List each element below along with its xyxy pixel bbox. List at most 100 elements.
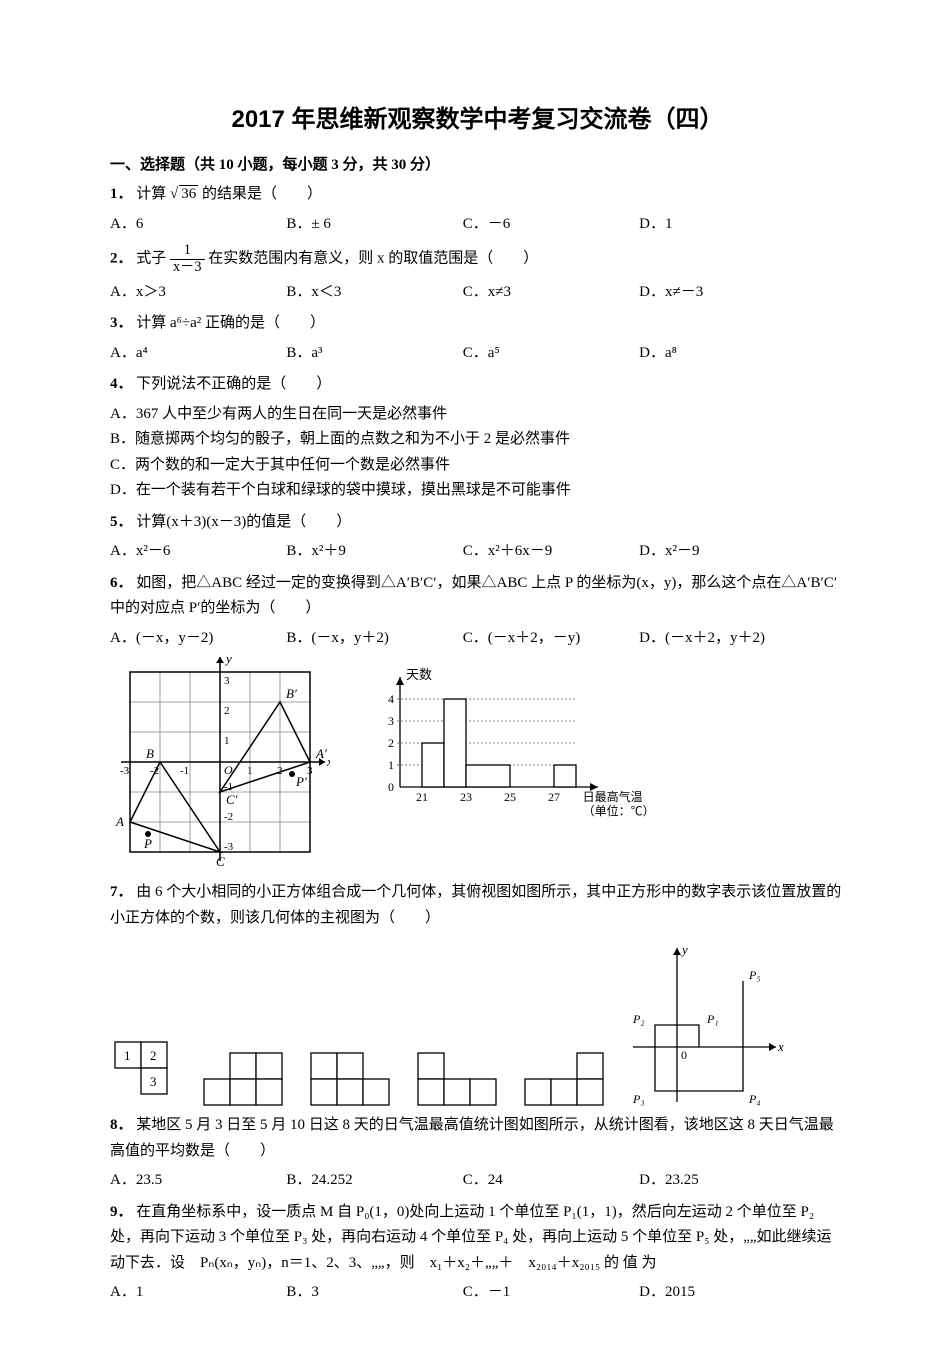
q6-opt-b: B．(－x，y＋2) bbox=[286, 626, 462, 652]
q8-opt-b: B．24.252 bbox=[286, 1168, 462, 1194]
figure-q7-topview: 123 bbox=[110, 1037, 190, 1107]
question-8: 8． 某地区 5 月 3 日至 5 月 10 日这 8 天的日气温最高值统计图如… bbox=[110, 1113, 845, 1164]
q3-opt-a: A．a⁴ bbox=[110, 341, 286, 367]
q5-opt-d: D．x²－9 bbox=[639, 539, 815, 565]
q1-opt-a: A．6 bbox=[110, 212, 286, 238]
question-2: 2． 式子 1 x－3 在实数范围内有意义，则 x 的取值范围是（ ） bbox=[110, 243, 845, 275]
svg-text:2: 2 bbox=[388, 736, 394, 750]
svg-text:x: x bbox=[777, 1039, 784, 1054]
q1-opt-d: D．1 bbox=[639, 212, 815, 238]
q9-opt-d: D．2015 bbox=[639, 1280, 815, 1306]
q2-text-a: 式子 bbox=[136, 251, 166, 267]
figure-q8-histogram: 4321021232527天数日最高气温（单位：℃） bbox=[360, 657, 660, 817]
q2-frac-num: 1 bbox=[170, 243, 205, 260]
svg-text:23: 23 bbox=[460, 790, 472, 804]
svg-text:1: 1 bbox=[247, 765, 253, 777]
q9-options: A．1 B．3 C．－1 D．2015 bbox=[110, 1280, 845, 1306]
q4-opt-c: C．两个数的和一定大于其中任何一个数是必然事件 bbox=[110, 453, 845, 479]
q4-options: A．367 人中至少有两人的生日在同一天是必然事件 B．随意掷两个均匀的骰子，朝… bbox=[110, 402, 845, 504]
q3-text: 计算 a⁶÷a² 正确的是（ ） bbox=[136, 315, 325, 331]
q4-opt-b: B．随意掷两个均匀的骰子，朝上面的点数之和为不小于 2 是必然事件 bbox=[110, 427, 845, 453]
svg-text:P₅: P₅ bbox=[748, 968, 761, 982]
q4-text: 下列说法不正确的是（ ） bbox=[136, 376, 331, 392]
q5-num: 5． bbox=[110, 514, 133, 530]
q7-option-figures bbox=[202, 1051, 605, 1107]
q8-opt-a: A．23.5 bbox=[110, 1168, 286, 1194]
svg-text:P₂: P₂ bbox=[632, 1012, 645, 1026]
q5-options: A．x²－6 B．x²＋9 C．x²＋6x－9 D．x²－9 bbox=[110, 539, 845, 565]
page-title: 2017 年思维新观察数学中考复习交流卷（四） bbox=[110, 100, 845, 141]
q8-opt-d: D．23.25 bbox=[639, 1168, 815, 1194]
q2-opt-a: A．x＞3 bbox=[110, 280, 286, 306]
q9-opt-a: A．1 bbox=[110, 1280, 286, 1306]
q6-opt-a: A．(－x，y－2) bbox=[110, 626, 286, 652]
q4-num: 4． bbox=[110, 376, 133, 392]
svg-text:P: P bbox=[143, 836, 152, 851]
q2-opt-c: C．x≠3 bbox=[463, 280, 639, 306]
q6-opt-c: C．(－x＋2，－y) bbox=[463, 626, 639, 652]
q2-opt-d: D．x≠－3 bbox=[639, 280, 815, 306]
svg-text:1: 1 bbox=[124, 1048, 131, 1063]
svg-text:0: 0 bbox=[681, 1048, 687, 1062]
q8-opt-c: C．24 bbox=[463, 1168, 639, 1194]
q2-frac-den: x－3 bbox=[170, 260, 205, 276]
svg-text:P₃: P₃ bbox=[632, 1092, 645, 1106]
q1-opt-b: B．± 6 bbox=[286, 212, 462, 238]
svg-text:A′: A′ bbox=[315, 746, 327, 761]
svg-text:C′: C′ bbox=[226, 792, 238, 807]
svg-text:-1: -1 bbox=[180, 765, 189, 777]
q1-text-b: 的结果是（ ） bbox=[202, 186, 322, 202]
figure-q6-grid: 321-1-2-3-3-2-1123OxyABCPA′B′C′P′ bbox=[110, 657, 330, 872]
q9-num: 9． bbox=[110, 1204, 133, 1220]
figure-q9-path: xy0P₁P₂P₃P₄P₅ bbox=[617, 937, 787, 1107]
q2-opt-b: B．x＜3 bbox=[286, 280, 462, 306]
q3-opt-c: C．a⁵ bbox=[463, 341, 639, 367]
svg-text:2: 2 bbox=[150, 1048, 157, 1063]
svg-text:3: 3 bbox=[307, 765, 313, 777]
q1-radicand: 36 bbox=[179, 185, 198, 202]
svg-text:-3: -3 bbox=[120, 765, 130, 777]
q5-text: 计算(x＋3)(x－3)的值是（ ） bbox=[136, 514, 351, 530]
q9-opt-b: B．3 bbox=[286, 1280, 462, 1306]
q3-options: A．a⁴ B．a³ C．a⁵ D．a⁸ bbox=[110, 341, 845, 367]
svg-text:天数: 天数 bbox=[406, 667, 432, 682]
svg-text:3: 3 bbox=[388, 714, 394, 728]
q9-text: 在直角坐标系中，设一质点 M 自 P₀(1，0)处向上运动 1 个单位至 P₁(… bbox=[110, 1204, 832, 1271]
question-7: 7． 由 6 个大小相同的小正方体组合成一个几何体，其俯视图如图所示，其中正方形… bbox=[110, 880, 845, 931]
svg-text:日最高气温: 日最高气温 bbox=[583, 789, 643, 804]
q7-text: 由 6 个大小相同的小正方体组合成一个几何体，其俯视图如图所示，其中正方形中的数… bbox=[110, 884, 841, 926]
q5-opt-a: A．x²－6 bbox=[110, 539, 286, 565]
q1-opt-c: C．－6 bbox=[463, 212, 639, 238]
q2-options: A．x＞3 B．x＜3 C．x≠3 D．x≠－3 bbox=[110, 280, 845, 306]
q4-opt-a: A．367 人中至少有两人的生日在同一天是必然事件 bbox=[110, 402, 845, 428]
svg-text:C: C bbox=[216, 854, 225, 869]
q8-text: 某地区 5 月 3 日至 5 月 10 日这 8 天的日气温最高值统计图如图所示… bbox=[110, 1117, 834, 1159]
question-9: 9． 在直角坐标系中，设一质点 M 自 P₀(1，0)处向上运动 1 个单位至 … bbox=[110, 1200, 845, 1277]
q8-options: A．23.5 B．24.252 C．24 D．23.25 bbox=[110, 1168, 845, 1194]
svg-text:P₁: P₁ bbox=[706, 1012, 719, 1026]
question-4: 4． 下列说法不正确的是（ ） bbox=[110, 372, 845, 398]
q1-text-a: 计算 bbox=[136, 186, 166, 202]
svg-text:2: 2 bbox=[224, 705, 230, 717]
svg-text:3: 3 bbox=[224, 675, 230, 687]
q2-text-b: 在实数范围内有意义，则 x 的取值范围是（ ） bbox=[208, 251, 538, 267]
svg-text:21: 21 bbox=[416, 790, 428, 804]
svg-text:1: 1 bbox=[224, 735, 230, 747]
q6-opt-d: D．(－x＋2，y＋2) bbox=[639, 626, 815, 652]
question-3: 3． 计算 a⁶÷a² 正确的是（ ） bbox=[110, 311, 845, 337]
q6-num: 6． bbox=[110, 575, 133, 591]
svg-text:1: 1 bbox=[388, 758, 394, 772]
svg-text:A: A bbox=[115, 814, 124, 829]
svg-text:4: 4 bbox=[388, 692, 394, 706]
q4-opt-d: D．在一个装有若干个白球和绿球的袋中摸球，摸出黑球是不可能事件 bbox=[110, 478, 845, 504]
q2-fraction: 1 x－3 bbox=[170, 243, 205, 275]
question-6: 6． 如图，把△ABC 经过一定的变换得到△A′B′C′，如果△ABC 上点 P… bbox=[110, 571, 845, 622]
svg-text:25: 25 bbox=[504, 790, 516, 804]
q6-text: 如图，把△ABC 经过一定的变换得到△A′B′C′，如果△ABC 上点 P 的坐… bbox=[110, 575, 837, 617]
q5-opt-c: C．x²＋6x－9 bbox=[463, 539, 639, 565]
q1-num: 1． bbox=[110, 186, 133, 202]
svg-text:-3: -3 bbox=[224, 841, 234, 853]
svg-text:（单位：℃）: （单位：℃） bbox=[583, 803, 655, 817]
question-5: 5． 计算(x＋3)(x－3)的值是（ ） bbox=[110, 510, 845, 536]
q6-options: A．(－x，y－2) B．(－x，y＋2) C．(－x＋2，－y) D．(－x＋… bbox=[110, 626, 845, 652]
